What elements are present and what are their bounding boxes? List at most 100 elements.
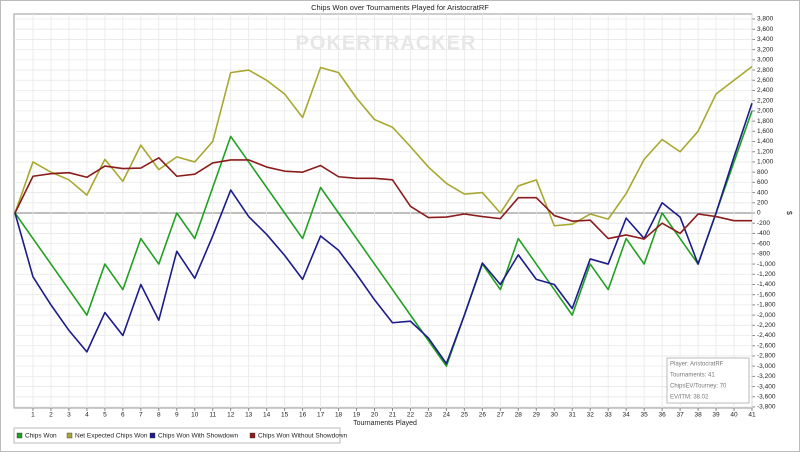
x-tick-label: 3 xyxy=(67,412,71,419)
x-tick-label: 5 xyxy=(103,412,107,419)
y-tick-label: -3,600 xyxy=(757,394,776,401)
series-line xyxy=(14,102,753,365)
y-tick-label: -400 xyxy=(757,230,770,237)
legend-box xyxy=(13,427,341,444)
x-tick-label: 24 xyxy=(443,412,451,419)
y-tick-label: 2,200 xyxy=(757,97,774,104)
legend-swatch xyxy=(16,432,23,439)
y-tick-label: -1,600 xyxy=(757,291,776,298)
x-tick-label: 25 xyxy=(461,412,469,419)
x-tick-label: 34 xyxy=(623,412,631,419)
y-tick-label: 600 xyxy=(757,179,768,186)
x-tick-label: 27 xyxy=(497,412,505,419)
y-tick-label: -1,200 xyxy=(757,271,776,278)
x-tick-label: 20 xyxy=(371,412,379,419)
x-tick-label: 10 xyxy=(191,412,199,419)
x-tick-label: 29 xyxy=(533,412,541,419)
y-tick-label: 3,000 xyxy=(757,57,774,64)
x-tick-label: 33 xyxy=(605,412,613,419)
x-tick-label: 23 xyxy=(425,412,433,419)
legend-swatch xyxy=(66,432,73,439)
x-tick-label: 11 xyxy=(209,412,216,419)
info-line: Tournaments: 41 xyxy=(670,373,715,379)
x-tick-label: 18 xyxy=(335,412,343,419)
y-tick-label: 1,200 xyxy=(757,148,774,155)
y-tick-label: 400 xyxy=(757,189,768,196)
x-tick-label: 32 xyxy=(587,412,595,419)
x-tick-label: 6 xyxy=(121,412,125,419)
y-tick-label: 1,400 xyxy=(757,138,774,145)
x-tick-label: 36 xyxy=(659,412,667,419)
x-tick-label: 7 xyxy=(139,412,143,419)
watermark: POKERTRACKER xyxy=(296,32,477,54)
y-tick-label: -3,400 xyxy=(757,383,776,390)
y-tick-label: -2,400 xyxy=(757,332,776,339)
y-axis-label: $ xyxy=(785,211,792,215)
y-tick-label: -2,600 xyxy=(757,342,776,349)
y-tick-label: 1,000 xyxy=(757,159,774,166)
y-tick-label: -3,000 xyxy=(757,363,776,370)
info-line: ChipsEV/Tourney: 70 xyxy=(670,384,727,390)
legend-label: Chips Won Without Showdown xyxy=(258,433,348,440)
x-tick-label: 1 xyxy=(31,412,35,419)
series-line xyxy=(14,157,752,240)
y-tick-label: -1,400 xyxy=(757,281,776,288)
y-tick-label: 2,600 xyxy=(757,77,774,84)
legend-swatch xyxy=(249,432,256,439)
x-tick-label: 8 xyxy=(157,412,161,419)
x-tick-label: 22 xyxy=(407,412,415,419)
y-tick-label: 1,800 xyxy=(757,118,774,125)
x-tick-label: 31 xyxy=(569,412,577,419)
x-tick-label: 13 xyxy=(245,412,253,419)
x-tick-label: 37 xyxy=(676,412,684,419)
y-tick-label: 0 xyxy=(757,210,761,217)
x-tick-label: 2 xyxy=(49,412,53,419)
chart-title: Chips Won over Tournaments Played for Ar… xyxy=(311,3,489,12)
y-tick-label: 2,000 xyxy=(757,108,774,115)
x-tick-label: 35 xyxy=(641,412,649,419)
x-tick-label: 28 xyxy=(515,412,523,419)
y-tick-label: -800 xyxy=(757,251,770,258)
x-tick-label: 19 xyxy=(353,412,361,419)
y-tick-label: 200 xyxy=(757,200,768,207)
y-tick-label: -2,800 xyxy=(757,353,776,360)
y-tick-label: -600 xyxy=(757,240,770,247)
y-tick-label: -3,200 xyxy=(757,373,776,380)
y-tick-label: 1,600 xyxy=(757,128,774,135)
x-tick-label: 4 xyxy=(85,412,89,419)
x-tick-label: 38 xyxy=(694,412,702,419)
x-tick-label: 12 xyxy=(227,412,235,419)
series-line xyxy=(14,65,753,227)
x-tick-label: 15 xyxy=(281,412,289,419)
y-tick-label: -1,800 xyxy=(757,302,776,309)
y-tick-label: 3,200 xyxy=(757,46,774,53)
y-tick-label: -2,000 xyxy=(757,312,776,319)
x-tick-label: 40 xyxy=(730,412,738,419)
info-box xyxy=(666,357,750,404)
x-tick-label: 30 xyxy=(551,412,559,419)
y-tick-label: 800 xyxy=(757,169,768,176)
plot-area xyxy=(13,13,753,409)
x-tick-label: 21 xyxy=(389,412,397,419)
legend-label: Chips Won xyxy=(25,433,57,440)
y-tick-label: -3,800 xyxy=(757,404,776,411)
y-tick-label: -2,200 xyxy=(757,322,776,329)
y-tick-label: 3,600 xyxy=(757,26,774,33)
series-line xyxy=(14,110,753,367)
x-tick-label: 26 xyxy=(479,412,487,419)
info-line: Player: AristocratRF xyxy=(670,362,724,368)
info-line: EV/ITM: 38.02 xyxy=(670,395,709,401)
y-tick-label: -1,000 xyxy=(757,261,776,268)
x-tick-label: 41 xyxy=(748,412,756,419)
x-tick-label: 9 xyxy=(175,412,179,419)
legend-label: Chips Won With Showdown xyxy=(158,433,238,440)
legend-swatch xyxy=(149,432,156,439)
x-tick-label: 17 xyxy=(317,412,325,419)
y-tick-label: 3,800 xyxy=(757,16,774,23)
x-tick-label: 14 xyxy=(263,412,271,419)
y-tick-label: 2,400 xyxy=(757,87,774,94)
x-axis-label: Tournaments Played xyxy=(353,420,417,427)
y-tick-label: 2,800 xyxy=(757,67,774,74)
y-tick-label: 3,400 xyxy=(757,36,774,43)
